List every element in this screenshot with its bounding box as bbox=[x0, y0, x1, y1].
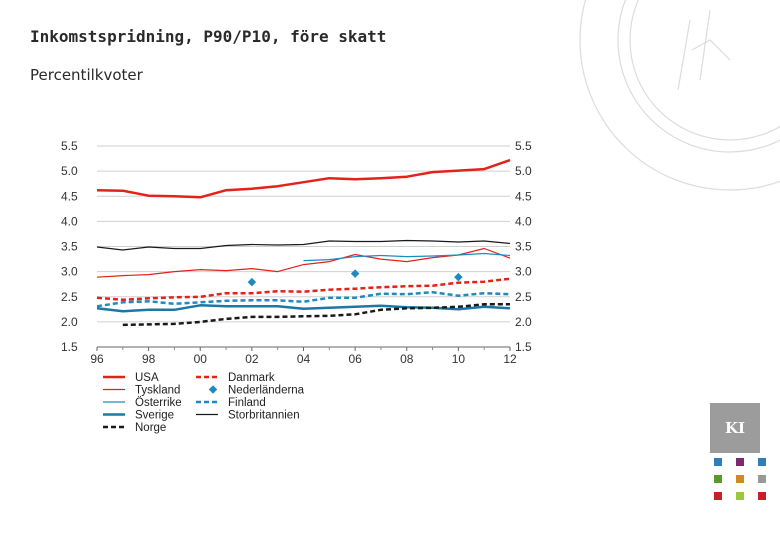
x-tick-label: 12 bbox=[503, 352, 517, 366]
y-tick-label-left: 5.5 bbox=[61, 139, 78, 153]
legend-label-österrike: Österrike bbox=[135, 397, 182, 409]
series-layer bbox=[96, 158, 511, 327]
y-tick-label-right: 2.0 bbox=[515, 315, 532, 329]
series-line-norge bbox=[122, 303, 510, 327]
legend-label-danmark: Danmark bbox=[228, 372, 275, 384]
y-tick-label-left: 5.0 bbox=[61, 164, 78, 178]
series-line-finland bbox=[96, 290, 511, 308]
legend-label-norge: Norge bbox=[135, 422, 166, 434]
y-tick-label-right: 4.0 bbox=[515, 214, 532, 228]
institute-seal-watermark bbox=[579, 0, 780, 191]
legend-label-finland: Finland bbox=[228, 397, 266, 409]
ki-logo: KI bbox=[710, 403, 760, 453]
y-tick-label-right: 5.0 bbox=[515, 164, 532, 178]
y-tick-label-right: 3.5 bbox=[515, 240, 532, 254]
legend-label-nederländerna: Nederländerna bbox=[228, 385, 305, 397]
y-tick-label-right: 3.0 bbox=[515, 265, 532, 279]
y-tick-label-left: 3.0 bbox=[61, 265, 78, 279]
legend-label-storbritannien: Storbritannien bbox=[228, 410, 300, 422]
palette-swatch bbox=[758, 458, 766, 466]
x-tick-label: 02 bbox=[245, 352, 259, 366]
palette-swatch bbox=[714, 492, 722, 500]
x-tick-label: 96 bbox=[90, 352, 104, 366]
palette-swatch bbox=[714, 475, 722, 483]
palette-swatch bbox=[736, 458, 744, 466]
slide-title: Inkomstspridning, P90/P10, före skatt bbox=[30, 27, 387, 46]
axis-layer: 5.5 5.5 5.0 5.0 4.5 4.5 4.0 4.0 3.5 3.5 3.0 3.0 2.5 2… bbox=[61, 139, 532, 366]
legend-label-usa: USA bbox=[135, 372, 159, 384]
series-line-storbritannien bbox=[96, 239, 511, 251]
x-tick-label: 10 bbox=[452, 352, 466, 366]
logo-text: KI bbox=[724, 419, 746, 437]
legend-marker-nederländerna bbox=[208, 385, 218, 394]
series-point-nederländerna bbox=[247, 277, 257, 287]
series-point-nederländerna bbox=[350, 269, 360, 278]
y-tick-label-left: 2.5 bbox=[61, 290, 78, 304]
y-tick-label-left: 2.0 bbox=[61, 315, 78, 329]
palette-swatch bbox=[758, 475, 766, 483]
series-line-tyskland bbox=[96, 247, 511, 278]
series-line-österrike bbox=[303, 252, 511, 262]
y-tick-label-right: 2.5 bbox=[515, 290, 532, 304]
y-tick-label-right: 4.5 bbox=[515, 189, 532, 203]
y-tick-label-left: 4.5 bbox=[61, 189, 78, 203]
y-tick-label-left: 4.0 bbox=[61, 214, 78, 228]
legend-label-sverige: Sverige bbox=[135, 410, 174, 422]
palette-swatch bbox=[736, 492, 744, 500]
x-tick-label: 00 bbox=[194, 352, 208, 366]
x-tick-label: 06 bbox=[348, 352, 362, 366]
x-tick-label: 04 bbox=[297, 352, 311, 366]
y-tick-label-right: 5.5 bbox=[515, 139, 532, 153]
y-tick-label-left: 1.5 bbox=[61, 340, 78, 354]
palette-swatch bbox=[714, 458, 722, 466]
series-line-danmark bbox=[96, 277, 511, 302]
grid-layer bbox=[97, 145, 510, 348]
y-tick-label-left: 3.5 bbox=[61, 240, 78, 254]
legend-label-tyskland: Tyskland bbox=[135, 385, 180, 397]
series-line-usa bbox=[96, 158, 511, 199]
x-tick-label: 08 bbox=[400, 352, 414, 366]
series-point-nederländerna bbox=[454, 272, 463, 282]
slide-subtitle: Percentilkvoter bbox=[30, 66, 143, 84]
palette-swatch bbox=[758, 492, 766, 500]
palette-swatch bbox=[736, 475, 744, 483]
series-line-sverige bbox=[96, 304, 511, 313]
x-tick-label: 98 bbox=[142, 352, 156, 366]
legend-layer: USA Danmark Tyskland Nederländerna Österrike… bbox=[103, 372, 305, 434]
y-tick-label-right: 1.5 bbox=[515, 340, 532, 354]
